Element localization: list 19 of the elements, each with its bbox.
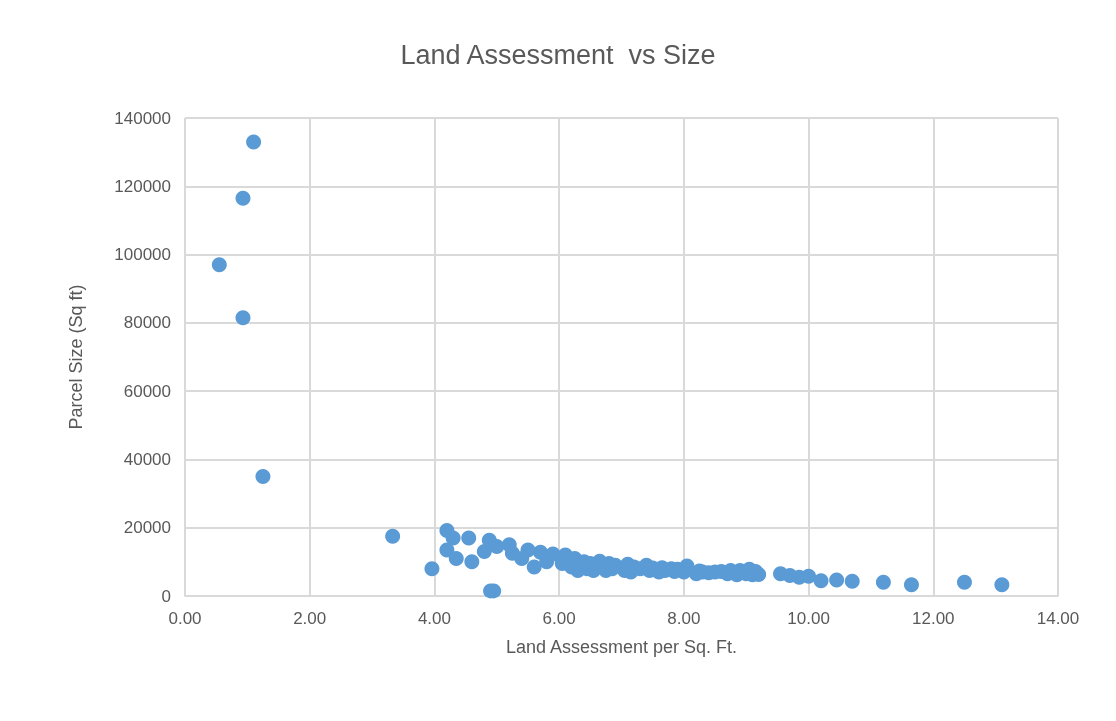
- y-tick-label: 100000: [114, 245, 171, 265]
- x-tick-label: 0.00: [168, 609, 202, 628]
- y-tick-label: 120000: [114, 176, 171, 196]
- x-tick-label: 8.00: [667, 609, 701, 628]
- y-tick-label: 20000: [123, 518, 171, 538]
- y-tick-label: 80000: [123, 313, 171, 333]
- y-tick-label: 40000: [123, 449, 171, 469]
- y-axis-title: Parcel Size (Sq ft): [66, 284, 86, 430]
- x-tick-label: 4.00: [417, 609, 451, 628]
- y-tick-label: 0: [161, 586, 171, 606]
- y-tick-label: 60000: [123, 381, 171, 401]
- x-tick-label: 2.00: [293, 609, 327, 628]
- y-tick-label: 140000: [114, 108, 171, 128]
- x-tick-label: 6.00: [542, 609, 576, 628]
- x-tick-label: 12.00: [912, 609, 955, 628]
- x-tick-label: 14.00: [1036, 609, 1080, 628]
- x-tick-label: 10.00: [787, 609, 830, 628]
- x-axis-title: Land Assessment per Sq. Ft.: [505, 637, 738, 657]
- chart-title: Land Assessment vs Size: [400, 39, 716, 70]
